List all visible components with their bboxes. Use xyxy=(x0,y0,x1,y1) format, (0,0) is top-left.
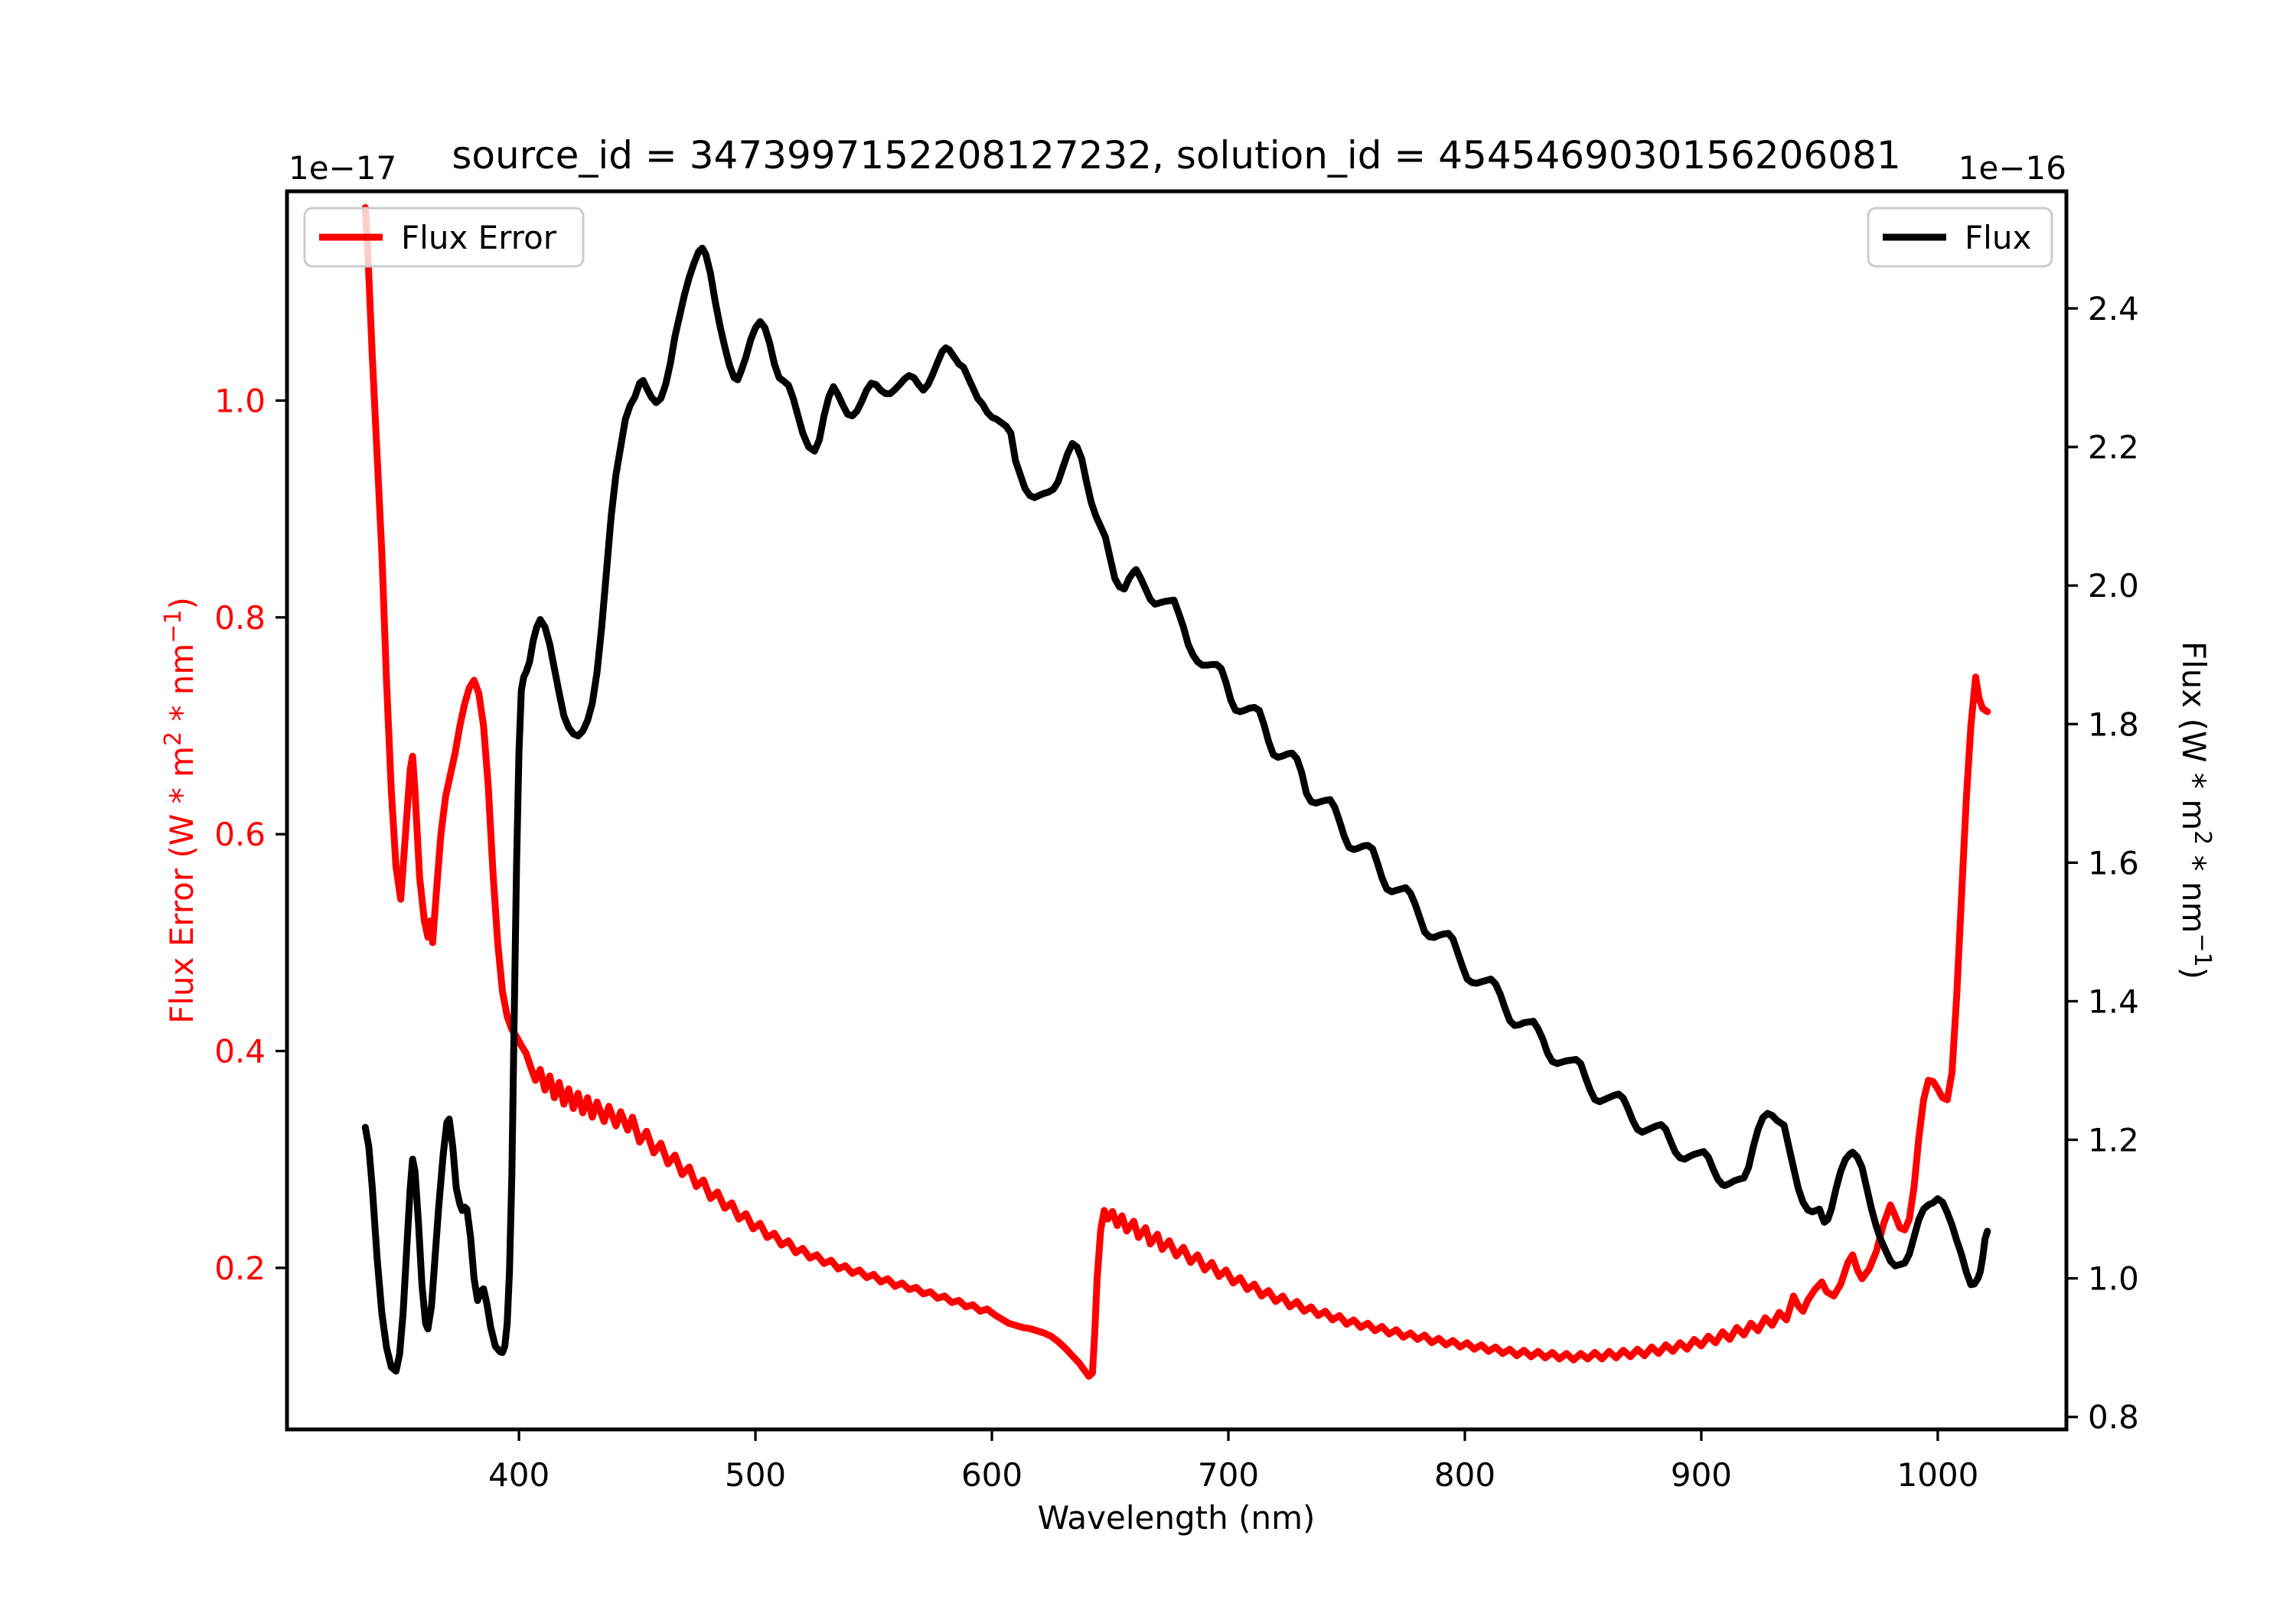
left-axis-offset-text: 1e−17 xyxy=(289,149,396,187)
right-tick-label: 2.4 xyxy=(2088,290,2139,328)
right-axis-ticks: 0.8 1.0 1.2 1.4 1.6 1.8 2.0 2.2 2.4 xyxy=(2066,290,2139,1436)
right-tick-label: 0.8 xyxy=(2088,1399,2139,1436)
x-tick-label: 900 xyxy=(1671,1456,1732,1494)
x-tick-label: 500 xyxy=(725,1456,786,1494)
left-axis-ticks: 0.2 0.4 0.6 0.8 1.0 xyxy=(214,382,287,1287)
plot-area xyxy=(361,204,1991,1380)
x-tick-label: 800 xyxy=(1434,1456,1495,1494)
x-axis-ticks: 400 500 600 700 800 900 1000 xyxy=(488,1429,1978,1494)
legend-flux-error-box xyxy=(303,207,585,268)
legend-flux-box xyxy=(1867,207,2053,268)
x-axis-label: Wavelength (nm) xyxy=(1038,1499,1316,1537)
right-tick-label: 1.6 xyxy=(2088,844,2139,882)
left-axis-label: Flux Error (W * m2 * nm−1) xyxy=(160,597,201,1024)
x-tick-label: 600 xyxy=(961,1456,1022,1494)
right-tick-label: 2.0 xyxy=(2088,567,2139,605)
right-tick-label: 1.8 xyxy=(2088,706,2139,743)
left-tick-label: 0.6 xyxy=(214,816,266,853)
right-tick-label: 1.2 xyxy=(2088,1122,2139,1159)
legend-flux: Flux xyxy=(1867,207,2053,268)
x-tick-label: 700 xyxy=(1198,1456,1259,1494)
legend-flux-error-label: Flux Error xyxy=(401,219,557,256)
right-axis-label: Flux (W * m2 * nm−1) xyxy=(2175,641,2216,979)
right-tick-label: 2.2 xyxy=(2088,429,2139,466)
axes-spines xyxy=(285,189,2069,1432)
left-tick-label: 0.2 xyxy=(214,1250,266,1287)
legend-flux-label: Flux xyxy=(1965,219,2031,256)
x-tick-label: 1000 xyxy=(1896,1456,1978,1494)
right-tick-label: 1.0 xyxy=(2088,1260,2139,1298)
right-tick-label: 1.4 xyxy=(2088,983,2139,1020)
left-tick-label: 0.8 xyxy=(214,599,266,637)
left-tick-label: 1.0 xyxy=(214,382,266,419)
flux-line xyxy=(361,244,1991,1375)
x-tick-label: 400 xyxy=(488,1456,550,1494)
chart-title: source_id = 3473997152208127232, solutio… xyxy=(452,133,1900,178)
flux-error-line xyxy=(361,204,1991,1380)
right-axis-offset-text: 1e−16 xyxy=(1958,149,2066,187)
legend-flux-error: Flux Error xyxy=(303,207,585,268)
left-tick-label: 0.4 xyxy=(214,1033,266,1071)
